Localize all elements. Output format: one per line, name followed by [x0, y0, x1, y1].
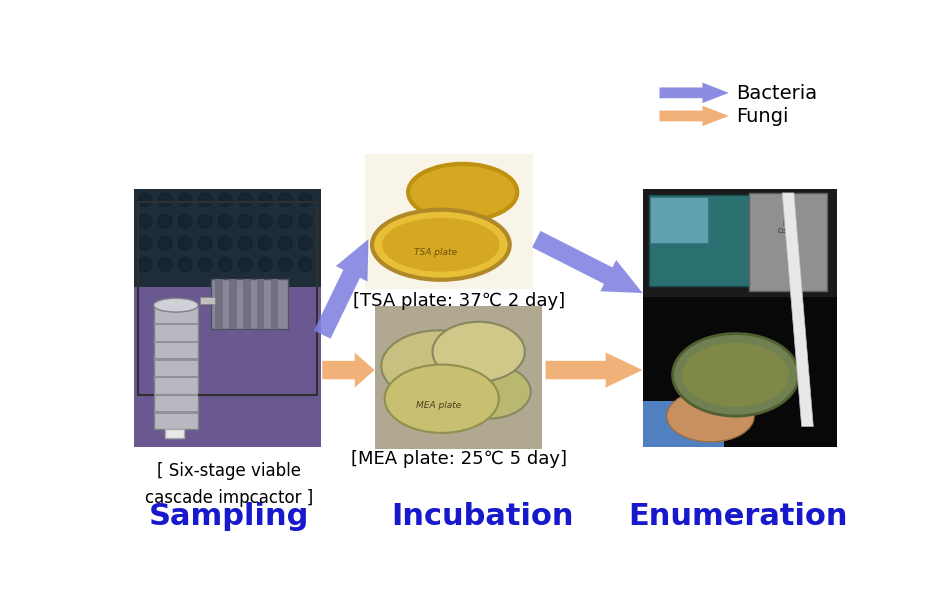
Ellipse shape [384, 365, 498, 433]
Bar [199, 298, 215, 304]
Text: MEA plate: MEA plate [415, 402, 461, 410]
Circle shape [258, 214, 272, 228]
Circle shape [198, 258, 211, 271]
Circle shape [198, 193, 211, 207]
Text: [ Six-stage viable
cascade impcactor ]: [ Six-stage viable cascade impcactor ] [144, 463, 312, 507]
Text: Bacteria: Bacteria [735, 84, 817, 103]
Bar [138, 202, 316, 396]
Circle shape [238, 193, 252, 207]
Bar [642, 400, 723, 447]
Circle shape [178, 214, 192, 228]
Text: [TSA plate: 37℃ 2 day]: [TSA plate: 37℃ 2 day] [353, 292, 565, 309]
Bar [134, 189, 320, 287]
Bar [154, 411, 198, 413]
Circle shape [218, 236, 232, 250]
Ellipse shape [666, 390, 753, 442]
Bar [228, 279, 237, 330]
Bar [749, 193, 826, 291]
Polygon shape [659, 106, 728, 126]
Circle shape [298, 236, 312, 250]
Bar [649, 197, 708, 243]
Ellipse shape [408, 164, 516, 220]
Bar [154, 340, 198, 343]
Bar [211, 279, 288, 330]
Ellipse shape [682, 343, 788, 407]
Bar [154, 376, 198, 378]
Bar [642, 298, 835, 447]
Circle shape [218, 214, 232, 228]
Bar [154, 323, 198, 325]
Ellipse shape [380, 330, 495, 402]
Polygon shape [545, 352, 642, 388]
Circle shape [258, 236, 272, 250]
Bar [134, 189, 320, 447]
Text: Enumeration: Enumeration [628, 502, 847, 531]
Polygon shape [531, 231, 642, 293]
Circle shape [298, 214, 312, 228]
Ellipse shape [432, 322, 524, 381]
Text: Flip
Count: Flip Count [777, 222, 798, 234]
Circle shape [158, 258, 172, 271]
Circle shape [278, 193, 292, 207]
Bar [374, 306, 542, 448]
Bar [154, 305, 198, 308]
Polygon shape [313, 239, 368, 339]
Circle shape [238, 214, 252, 228]
Circle shape [278, 214, 292, 228]
Circle shape [218, 193, 232, 207]
Circle shape [278, 236, 292, 250]
Bar [642, 189, 835, 447]
Ellipse shape [154, 298, 198, 312]
Bar [154, 358, 198, 361]
Bar [215, 279, 223, 330]
Ellipse shape [672, 334, 798, 416]
Circle shape [138, 214, 152, 228]
Bar [154, 305, 198, 429]
Bar [642, 189, 835, 298]
Circle shape [298, 193, 312, 207]
Text: TSA plate: TSA plate [413, 248, 457, 257]
Circle shape [158, 193, 172, 207]
Text: Fungi: Fungi [735, 107, 788, 126]
Bar [165, 429, 184, 438]
Bar [270, 279, 278, 330]
Ellipse shape [447, 365, 531, 419]
Circle shape [298, 258, 312, 271]
Circle shape [198, 236, 211, 250]
Text: Incubation: Incubation [391, 502, 573, 531]
Circle shape [178, 236, 192, 250]
Ellipse shape [372, 210, 509, 280]
Circle shape [138, 193, 152, 207]
Circle shape [138, 236, 152, 250]
Circle shape [178, 193, 192, 207]
Circle shape [138, 258, 152, 271]
Circle shape [158, 214, 172, 228]
Circle shape [198, 214, 211, 228]
Text: Sampling: Sampling [149, 502, 309, 531]
Ellipse shape [381, 218, 499, 271]
Circle shape [158, 236, 172, 250]
Circle shape [278, 258, 292, 271]
Polygon shape [782, 193, 813, 426]
Bar [134, 287, 320, 447]
Circle shape [258, 193, 272, 207]
Text: [MEA plate: 25℃ 5 day]: [MEA plate: 25℃ 5 day] [351, 450, 566, 467]
Circle shape [238, 236, 252, 250]
Bar [648, 195, 749, 286]
Bar [243, 279, 250, 330]
Circle shape [218, 258, 232, 271]
Bar [154, 394, 198, 396]
Bar [365, 154, 532, 289]
Polygon shape [322, 352, 374, 388]
Circle shape [178, 258, 192, 271]
Circle shape [238, 258, 252, 271]
Bar [257, 279, 264, 330]
Polygon shape [659, 83, 728, 103]
Circle shape [258, 258, 272, 271]
